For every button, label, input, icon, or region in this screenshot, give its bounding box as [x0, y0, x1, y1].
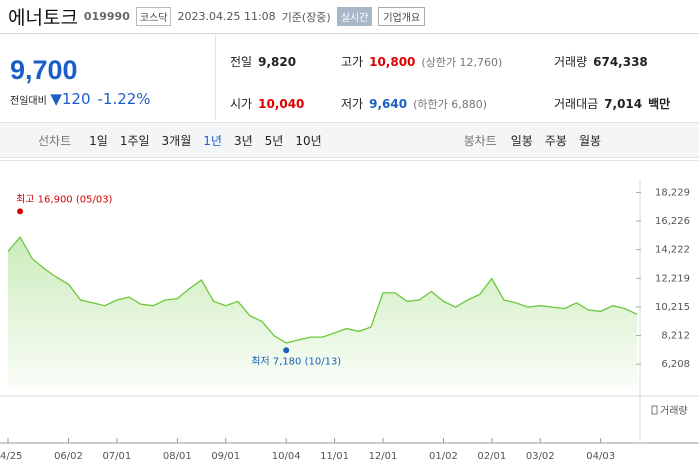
change-value: 120	[61, 90, 91, 108]
y-tick-label: 14,222	[655, 245, 690, 256]
x-tick-label: 10/04	[272, 451, 301, 462]
x-tick-label: 06/02	[54, 451, 83, 462]
annotation-dot	[17, 208, 24, 215]
field-value: 9,640	[369, 97, 408, 111]
quote-grid: 전일 9,820 고가 10,800 (상한가 12,760) 거래량 674,338 시가 1…	[216, 35, 699, 120]
candle-tab[interactable]: 일봉	[510, 133, 533, 148]
volume-label: 거래량	[660, 405, 688, 417]
field-unit: 백만	[648, 97, 671, 111]
period-tab[interactable]: 1일	[89, 133, 108, 148]
change-label: 전일대비	[10, 96, 47, 107]
candle-chart-label: 봉차트	[463, 133, 497, 148]
candle-tab[interactable]: 주봉	[544, 133, 567, 148]
quote-field: 전일 9,820	[230, 53, 296, 70]
quote-field: 고가 10,800 (상한가 12,760)	[341, 53, 502, 70]
header: 에너토크 019990 코스닥 2023.04.25 11:08 기준(장중) …	[0, 0, 699, 34]
quote-field: 시가 10,040	[230, 95, 304, 112]
period-tab[interactable]: 3개월	[161, 133, 192, 148]
x-tick-label: 04/25	[0, 451, 22, 462]
quote-field: 거래량 674,338	[554, 53, 648, 70]
x-tick-label: 01/02	[429, 451, 458, 462]
field-label: 거래량	[554, 55, 588, 69]
change-rate: -1.22%	[97, 90, 151, 108]
line-chart-label: 선차트	[38, 133, 72, 148]
down-arrow: ▼	[50, 90, 62, 108]
realtime-badge[interactable]: 실시간	[336, 7, 373, 26]
change: 전일대비 ▼120 -1.22%	[10, 90, 215, 108]
x-tick-label: 08/01	[163, 451, 192, 462]
x-tick-label: 12/01	[369, 451, 398, 462]
field-label: 거래대금	[554, 97, 599, 111]
field-value: 7,014	[604, 97, 643, 111]
field-value: 10,040	[258, 97, 305, 111]
field-label: 시가	[230, 97, 253, 111]
annotation-label: 최저 7,180 (10/13)	[251, 355, 341, 367]
chart-tabs: 선차트 1일 1주일 3개월 1년 3년 5년 10년 봉차트 일봉 주봉 월봉	[0, 122, 699, 158]
quote-field: 저가 9,640 (하한가 6,880)	[341, 95, 487, 112]
area-fill	[8, 237, 637, 390]
x-tick-label: 07/01	[102, 451, 131, 462]
y-tick-label: 6,208	[661, 359, 690, 370]
period-tab[interactable]: 5년	[264, 133, 284, 148]
period-tab[interactable]: 3년	[233, 133, 253, 148]
period-tab[interactable]: 1주일	[119, 133, 150, 148]
price-box: 9,700 전일대비 ▼120 -1.22%	[0, 35, 216, 120]
field-note: (상한가 12,760)	[421, 56, 503, 69]
annotation-dot	[283, 347, 290, 354]
price-line	[7, 235, 638, 344]
field-label: 고가	[341, 55, 364, 69]
period-tab[interactable]: 1년	[203, 133, 222, 148]
volume-icon	[651, 405, 658, 415]
y-tick-label: 10,215	[655, 302, 690, 313]
field-label: 저가	[341, 97, 364, 111]
chart: 18,229 16,226 14,222 12,219 10,215 8,212 6,208…	[0, 160, 699, 462]
y-tick-label: 18,229	[655, 187, 690, 198]
x-tick-label: 09/01	[211, 451, 240, 462]
candle-tab[interactable]: 월봉	[578, 133, 602, 148]
company-info-button[interactable]: 기업개요	[378, 7, 426, 26]
x-tick-label: 02/01	[477, 451, 506, 462]
market: 코스닥	[135, 7, 172, 26]
y-tick-label: 12,219	[655, 273, 690, 284]
period-tab[interactable]: 10년	[295, 133, 322, 148]
x-tick-label: 11/01	[320, 451, 349, 462]
x-tick-label: 04/03	[586, 451, 615, 462]
stock-code: 019990	[83, 10, 130, 23]
y-tick-label: 8,212	[661, 331, 690, 342]
annotation-label: 최고 16,900 (05/03)	[16, 193, 112, 205]
field-label: 전일	[230, 55, 253, 69]
basis: 기준(장중)	[281, 10, 331, 24]
field-value: 674,338	[593, 55, 648, 69]
price: 9,700	[10, 55, 78, 85]
y-tick-label: 16,226	[655, 216, 690, 227]
x-tick-label: 03/02	[526, 451, 555, 462]
stock-name: 에너토크	[8, 7, 78, 29]
field-note: (하한가 6,880)	[413, 98, 487, 111]
datetime: 2023.04.25 11:08	[177, 10, 276, 23]
field-value: 9,820	[258, 55, 297, 69]
field-value: 10,800	[369, 55, 416, 69]
quote-field: 거래대금 7,014 백만	[554, 95, 670, 112]
